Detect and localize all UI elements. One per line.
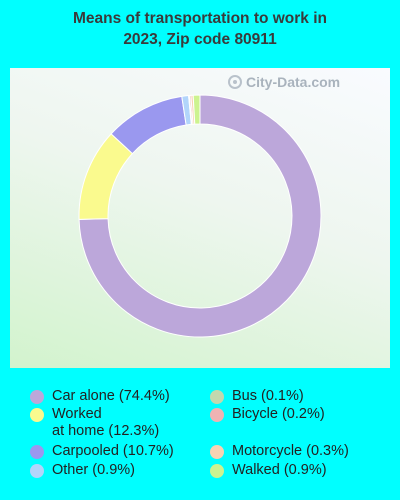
donut-slice-0	[78, 94, 322, 338]
watermark: City-Data.com	[228, 74, 340, 90]
chart-title-text: Means of transportation to work in 2023,…	[72, 10, 328, 48]
donut-slices	[78, 94, 322, 338]
watermark-logo-icon	[228, 75, 242, 89]
watermark-text: City-Data.com	[246, 74, 341, 90]
chart-title: Means of transportation to work in 2023,…	[0, 8, 400, 50]
donut-slice-7	[192, 94, 201, 125]
